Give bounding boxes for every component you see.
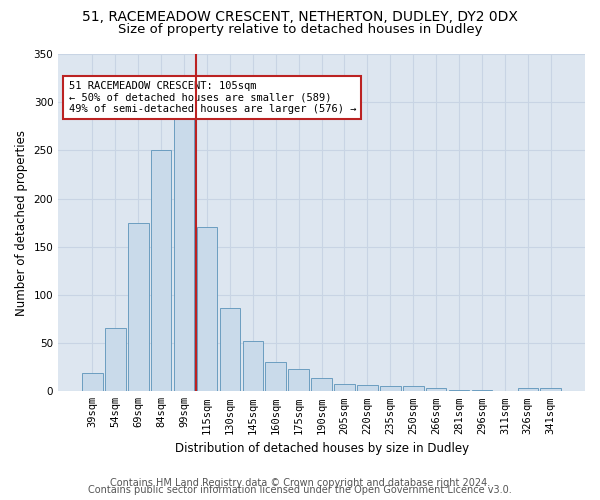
- Bar: [151, 150, 172, 392]
- Text: 51, RACEMEADOW CRESCENT, NETHERTON, DUDLEY, DY2 0DX: 51, RACEMEADOW CRESCENT, NETHERTON, DUDL…: [82, 10, 518, 24]
- Bar: [403, 386, 424, 392]
- Bar: [357, 384, 378, 392]
- Bar: [334, 384, 355, 392]
- Bar: [82, 373, 103, 392]
- Text: 51 RACEMEADOW CRESCENT: 105sqm
← 50% of detached houses are smaller (589)
49% of: 51 RACEMEADOW CRESCENT: 105sqm ← 50% of …: [69, 81, 356, 114]
- Bar: [541, 388, 561, 392]
- Text: Size of property relative to detached houses in Dudley: Size of property relative to detached ho…: [118, 22, 482, 36]
- Bar: [472, 390, 493, 392]
- Bar: [265, 362, 286, 392]
- Bar: [174, 118, 194, 392]
- Bar: [242, 341, 263, 392]
- Bar: [426, 388, 446, 392]
- Bar: [518, 388, 538, 392]
- Text: Contains HM Land Registry data © Crown copyright and database right 2024.: Contains HM Land Registry data © Crown c…: [110, 478, 490, 488]
- Bar: [449, 390, 469, 392]
- Bar: [197, 228, 217, 392]
- Bar: [220, 308, 240, 392]
- Text: Contains public sector information licensed under the Open Government Licence v3: Contains public sector information licen…: [88, 485, 512, 495]
- Bar: [105, 328, 125, 392]
- Y-axis label: Number of detached properties: Number of detached properties: [15, 130, 28, 316]
- Bar: [380, 386, 401, 392]
- Bar: [289, 369, 309, 392]
- Bar: [128, 222, 149, 392]
- X-axis label: Distribution of detached houses by size in Dudley: Distribution of detached houses by size …: [175, 442, 469, 455]
- Bar: [311, 378, 332, 392]
